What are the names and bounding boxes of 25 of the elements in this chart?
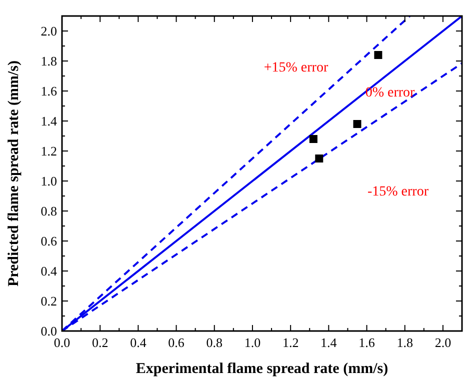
x-tick-label: 1.0 xyxy=(244,335,261,350)
y-tick-label: 1.6 xyxy=(40,84,58,99)
y-tick-label: 2.0 xyxy=(40,24,57,39)
y-tick-label: 0.8 xyxy=(40,204,57,219)
x-tick-label: 2.0 xyxy=(434,335,452,350)
x-tick-label: 0.2 xyxy=(92,335,108,350)
annotation: 0% error xyxy=(365,86,416,100)
y-tick-label: 0.6 xyxy=(40,234,58,249)
x-axis-title: Experimental flame spread rate (mm/s) xyxy=(136,361,388,377)
x-tick-label: 1.4 xyxy=(320,335,338,350)
x-tick-label: 0.4 xyxy=(130,335,147,350)
y-tick-label: 0.2 xyxy=(40,294,57,309)
y-axis-title: Predicted flame spread rate (mm/s) xyxy=(6,60,22,287)
x-tick-label: 1.6 xyxy=(358,335,376,350)
x-tick-label: 1.8 xyxy=(396,335,413,350)
annotation: -15% error xyxy=(367,184,429,200)
y-tick-label: 1.0 xyxy=(40,174,57,189)
x-tick-label: 0.6 xyxy=(168,335,185,350)
annotation: +15% error xyxy=(264,60,328,76)
x-tick-label: 1.2 xyxy=(282,335,299,350)
x-tick-label: 0.8 xyxy=(206,335,223,350)
y-tick-label: 1.8 xyxy=(40,54,57,69)
y-tick-label: 0.4 xyxy=(40,264,58,279)
y-tick-label: 1.4 xyxy=(40,114,58,129)
y-tick-label: 1.2 xyxy=(40,144,57,159)
